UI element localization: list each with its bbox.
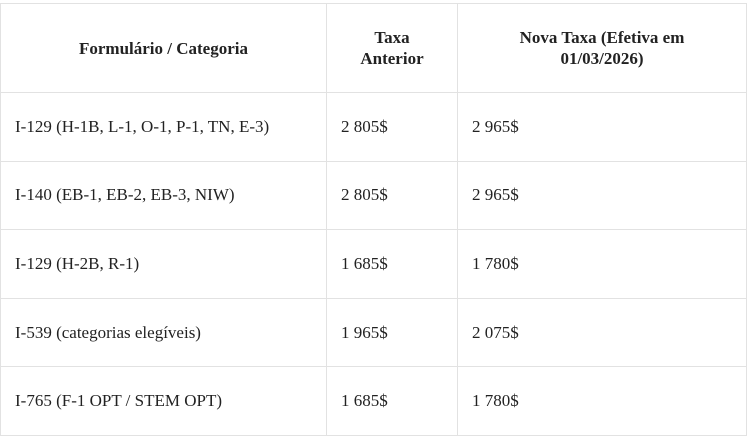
table-cell: 2 075$ [457, 297, 747, 368]
table-cell: 2 965$ [457, 160, 747, 231]
table-cell: I-140 (EB-1, EB-2, EB-3, NIW) [0, 160, 327, 231]
header-cell: Nova Taxa (Efetiva em 01/03/2026) [457, 3, 747, 93]
table-row: I-140 (EB-1, EB-2, EB-3, NIW) 2 805$ 2 965… [0, 160, 747, 231]
table-cell: 2 805$ [326, 92, 458, 162]
table-cell: 2 805$ [326, 160, 458, 231]
table-cell: 2 965$ [457, 92, 747, 162]
header-cell: Taxa Anterior [326, 3, 458, 93]
table-cell: 1 780$ [457, 229, 747, 299]
header-cell: Formulário / Categoria [0, 3, 327, 93]
table-row: I-539 (categorias elegíveis) 1 965$ 2 075$ [0, 297, 747, 368]
table-cell: 1 780$ [457, 366, 747, 436]
fee-table: Formulário / Categoria Taxa Anterior Nov… [0, 3, 747, 436]
table-cell: 1 965$ [326, 297, 458, 368]
table-row: I-129 (H-2B, R-1) 1 685$ 1 780$ [0, 229, 747, 299]
table-cell: I-129 (H-1B, L-1, O-1, P-1, TN, E-3) [0, 92, 327, 162]
table-cell: 1 685$ [326, 366, 458, 436]
table-body: I-129 (H-1B, L-1, O-1, P-1, TN, E-3) 2 80… [0, 92, 747, 436]
table-row: I-765 (F-1 OPT / STEM OPT) 1 685$ 1 780$ [0, 366, 747, 436]
table-cell: I-539 (categorias elegíveis) [0, 297, 327, 368]
table-cell: I-129 (H-2B, R-1) [0, 229, 327, 299]
table-cell: 1 685$ [326, 229, 458, 299]
table-header: Formulário / Categoria Taxa Anterior Nov… [0, 3, 747, 93]
header-row: Formulário / Categoria Taxa Anterior Nov… [0, 3, 747, 93]
table-row: I-129 (H-1B, L-1, O-1, P-1, TN, E-3) 2 80… [0, 92, 747, 162]
table-cell: I-765 (F-1 OPT / STEM OPT) [0, 366, 327, 436]
